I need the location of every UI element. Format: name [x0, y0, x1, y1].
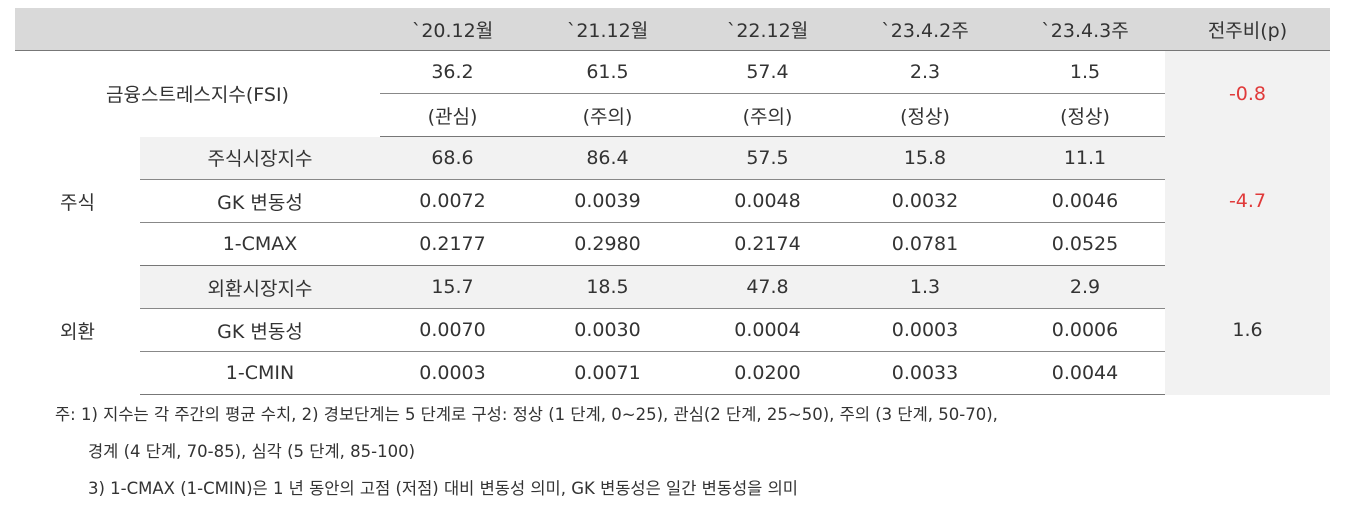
table-row: 1-CMIN 0.0003 0.0071 0.0200 0.0033 0.0044 [15, 351, 1330, 395]
cell-value: 68.6 [380, 136, 525, 180]
column-header: 전주비(p) [1165, 8, 1330, 51]
cell-value: 0.0039 [525, 179, 690, 223]
cell-value: 0.0044 [1005, 351, 1165, 395]
cell-value: 0.0004 [690, 308, 845, 352]
row-label: GK 변동성 [140, 179, 380, 223]
column-header: `23.4.3주 [1005, 8, 1165, 51]
header-blank [15, 8, 380, 51]
cell-value: 1.3 [845, 265, 1005, 309]
cell-value: 57.4 [746, 61, 789, 83]
cell-value: (주의) [525, 93, 690, 137]
cell-value: 0.0072 [380, 179, 525, 223]
row-label: GK 변동성 [140, 308, 380, 352]
row-label: 1-CMIN [140, 351, 380, 395]
column-header: `22.12월 [690, 8, 845, 51]
cell-value: 0.0781 [845, 222, 1005, 266]
cell-value: 0.0033 [845, 351, 1005, 395]
cell-value: 0.0003 [380, 351, 525, 395]
cell-value: (정상) [845, 93, 1005, 137]
cell-value: 0.0046 [1005, 179, 1165, 223]
change-value: 1.6 [1165, 265, 1330, 395]
column-header: `23.4.2주 [845, 8, 1005, 51]
cell-value: 0.0003 [845, 308, 1005, 352]
cell-value: 1.5 [1069, 61, 1101, 83]
note-line: 경계 (4 단계, 70-85), 심각 (5 단계, 85-100) [88, 442, 416, 461]
stress-table: `20.12월 `21.12월 `22.12월 `23.4.2주 `23.4.3주 전주비… [15, 8, 1330, 395]
notes: 주: 1) 지수는 각 주간의 평균 수치, 2) 경보단계는 5 단계로 구성… [55, 396, 998, 507]
cell-value: 0.0525 [1005, 222, 1165, 266]
cell-value: 11.1 [1005, 136, 1165, 180]
group-label: 주식 [60, 191, 95, 214]
cell-value: (관심) [380, 93, 525, 137]
table-row: (관심) (주의) (주의) (정상) (정상) [15, 93, 1330, 137]
cell-value: 0.2174 [690, 222, 845, 266]
cell-value: 0.2177 [380, 222, 525, 266]
cell-value: 0.0071 [525, 351, 690, 395]
table-row: 금융스트레스지수(FSI) 36.2 61.5 57.4 2.3 1.5 -0.8 [15, 50, 1330, 137]
cell-value: 0.0070 [380, 308, 525, 352]
cell-value: 61.5 [586, 61, 629, 83]
cell-value: 18.5 [525, 265, 690, 309]
cell-value: 36.2 [431, 61, 474, 83]
table-row: 1-CMAX 0.2177 0.2980 0.2174 0.0781 0.0525 [15, 222, 1330, 266]
cell-value: 0.2980 [525, 222, 690, 266]
table-row: GK 변동성 0.0070 0.0030 0.0004 0.0003 0.0006 [15, 308, 1330, 352]
cell-value: (정상) [1005, 93, 1165, 137]
cell-value: 15.8 [845, 136, 1005, 180]
cell-value: 0.0048 [690, 179, 845, 223]
table-row: 주식 주식시장지수 68.6 86.4 57.5 15.8 11.1 -4.7 [15, 136, 1330, 266]
cell-value: 2.3 [909, 61, 941, 83]
cell-value: 57.5 [690, 136, 845, 180]
cell-value: 0.0032 [845, 179, 1005, 223]
group-label: 외환 [60, 320, 95, 343]
change-value: -4.7 [1165, 136, 1330, 266]
column-header: `21.12월 [525, 8, 690, 51]
cell-value: 0.0006 [1005, 308, 1165, 352]
header-row: `20.12월 `21.12월 `22.12월 `23.4.2주 `23.4.3주 전주비… [15, 8, 1330, 51]
row-label: 외환시장지수 [140, 265, 380, 309]
cell-value: 2.9 [1005, 265, 1165, 309]
table-row: 외환 외환시장지수 15.7 18.5 47.8 1.3 2.9 1.6 [15, 265, 1330, 395]
change-value: -0.8 [1165, 50, 1330, 137]
note-line: 주: 1) 지수는 각 주간의 평균 수치, 2) 경보단계는 5 단계로 구성… [55, 405, 998, 424]
cell-value: 0.0200 [690, 351, 845, 395]
group-label: 금융스트레스지수(FSI) [106, 84, 289, 107]
table-row: GK 변동성 0.0072 0.0039 0.0048 0.0032 0.0046 [15, 179, 1330, 223]
note-line: 3) 1-CMAX (1-CMIN)은 1 년 동안의 고점 (저점) 대비 변… [88, 479, 798, 498]
row-label: 1-CMAX [140, 222, 380, 266]
row-label: 주식시장지수 [140, 136, 380, 180]
cell-value: 47.8 [690, 265, 845, 309]
cell-value: 15.7 [380, 265, 525, 309]
cell-value: (주의) [690, 93, 845, 137]
cell-value: 0.0030 [525, 308, 690, 352]
column-header: `20.12월 [380, 8, 525, 51]
cell-value: 86.4 [525, 136, 690, 180]
